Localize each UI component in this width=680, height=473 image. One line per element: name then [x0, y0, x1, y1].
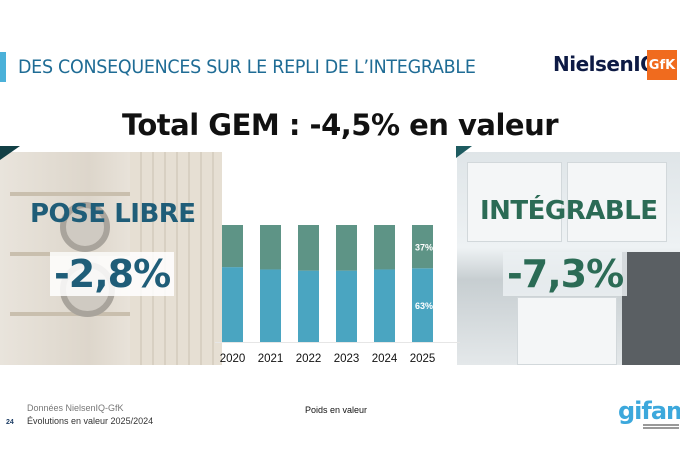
- x-tick-label: 2021: [258, 353, 284, 365]
- bar-segment-2020-1: [222, 225, 243, 268]
- bar-segment-2023-1: [336, 225, 357, 271]
- bar-segment-2024-1: [374, 225, 395, 270]
- pose-libre-label: POSE LIBRE: [30, 199, 196, 229]
- data-label: 37%: [415, 243, 433, 253]
- bar-segment-2023-0: [336, 270, 357, 342]
- integrable-label: INTÉGRABLE: [480, 196, 658, 226]
- integrable-photo: [457, 152, 680, 365]
- data-label: 63%: [415, 301, 433, 311]
- bar-segment-2021-1: [260, 225, 281, 270]
- x-tick-label: 2024: [372, 353, 398, 365]
- nielseniq-logo: NielsenIQ: [553, 52, 657, 76]
- bar-segment-2021-0: [260, 269, 281, 342]
- gifam-tagline: [643, 424, 679, 430]
- bar-segment-2022-0: [298, 270, 319, 342]
- page-number: 24: [6, 419, 14, 426]
- slide-title: DES CONSEQUENCES SUR LE REPLI DE L’INTEG…: [18, 56, 476, 78]
- bar-segment-2025-1: [412, 225, 433, 269]
- bar-segment-2022-1: [298, 225, 319, 271]
- title-accent-bar: [0, 52, 6, 82]
- gifam-logo: gifam: [618, 397, 680, 425]
- bar-segment-2020-0: [222, 267, 243, 342]
- headline: Total GEM : -4,5% en valeur: [121, 108, 559, 142]
- integrable-value: -7,3%: [503, 252, 628, 296]
- x-tick-label: 2023: [334, 353, 360, 365]
- gfk-logo: GfK: [647, 50, 677, 80]
- pose-libre-value: -2,8%: [50, 252, 175, 296]
- x-tick-label: 2025: [410, 353, 436, 365]
- bar-segment-2025-0: [412, 268, 433, 342]
- corner-decoration: [0, 146, 20, 160]
- source-note: Données NielsenIQ-GfK: [27, 403, 124, 413]
- x-tick-label: 2020: [220, 353, 246, 365]
- bar-segment-2024-0: [374, 269, 395, 342]
- stacked-bar-chart: 2020 2021 2022 2023 2024 63% 37% 2025: [215, 225, 460, 365]
- evolution-note: Évolutions en valeur 2025/2024: [27, 416, 154, 426]
- x-tick-label: 2022: [296, 353, 322, 365]
- corner-decoration: [456, 146, 472, 158]
- chart-caption: Poids en valeur: [305, 405, 368, 415]
